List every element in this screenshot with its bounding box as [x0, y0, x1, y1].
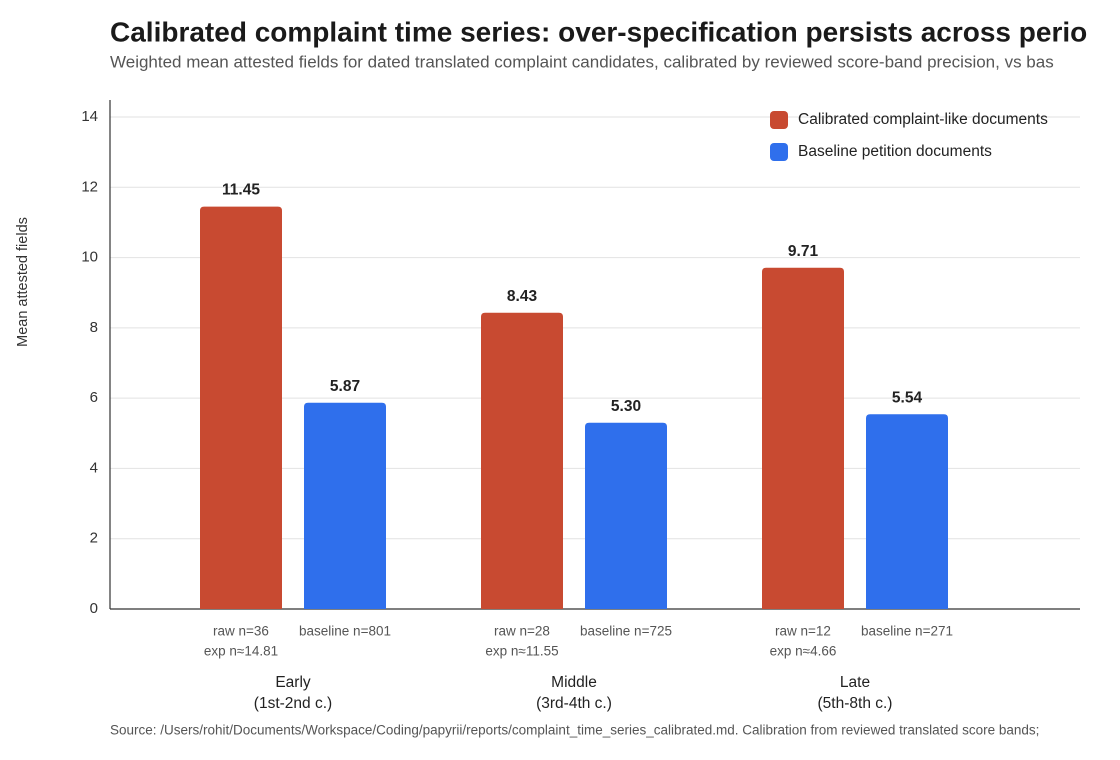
- value-label: 9.71: [788, 243, 819, 260]
- y-tick-label: 4: [90, 459, 98, 476]
- x-tick-sublabel: (3rd-4th c.): [536, 695, 612, 712]
- legend-swatch: [770, 111, 788, 129]
- y-tick-label: 2: [90, 530, 98, 547]
- chart-title: Calibrated complaint time series: over-s…: [110, 16, 1087, 47]
- bar-note: exp n≈14.81: [204, 644, 278, 659]
- bar-note: exp n≈4.66: [770, 644, 837, 659]
- value-label: 8.43: [507, 288, 538, 305]
- bar-note: raw n=28: [494, 624, 550, 639]
- x-tick-sublabel: (1st-2nd c.): [254, 695, 332, 712]
- legend-label: Calibrated complaint-like documents: [798, 111, 1048, 128]
- bar-note: baseline n=271: [861, 624, 953, 639]
- bar: [585, 422, 667, 609]
- x-tick-sublabel: (5th-8th c.): [818, 695, 893, 712]
- x-tick-label: Middle: [551, 674, 597, 691]
- y-tick-label: 6: [90, 389, 98, 406]
- value-label: 11.45: [222, 182, 260, 199]
- bar: [762, 267, 844, 609]
- source-note: Source: /Users/rohit/Documents/Workspace…: [110, 723, 1039, 738]
- bar-note: baseline n=725: [580, 624, 672, 639]
- value-label: 5.30: [611, 398, 641, 415]
- chart-subtitle: Weighted mean attested fields for dated …: [110, 52, 1054, 71]
- y-tick-label: 8: [90, 319, 98, 336]
- bar: [200, 206, 282, 609]
- bar-note: raw n=36: [213, 624, 269, 639]
- bar-note: baseline n=801: [299, 624, 391, 639]
- bar-note: exp n≈11.55: [485, 644, 558, 659]
- bar: [304, 402, 386, 609]
- value-label: 5.87: [330, 378, 360, 395]
- bar: [481, 312, 563, 609]
- y-tick-label: 12: [81, 178, 98, 195]
- bar-note: raw n=12: [775, 624, 831, 639]
- y-tick-label: 0: [90, 600, 98, 617]
- x-tick-label: Early: [275, 674, 311, 691]
- y-axis-label: Mean attested fields: [15, 217, 31, 347]
- bar: [866, 414, 948, 609]
- x-tick-label: Late: [840, 674, 870, 691]
- legend-swatch: [770, 143, 788, 161]
- value-label: 5.54: [892, 389, 923, 406]
- y-tick-label: 10: [81, 249, 98, 266]
- legend-label: Baseline petition documents: [798, 143, 992, 160]
- y-tick-label: 14: [81, 108, 98, 125]
